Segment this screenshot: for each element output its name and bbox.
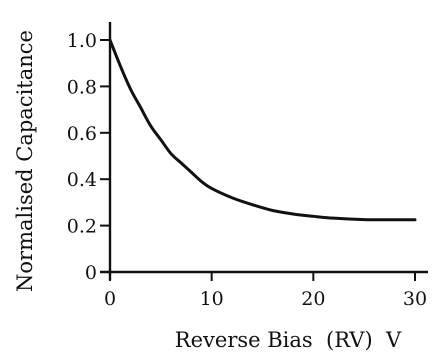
y-axis-title: Normalised Capacitance — [13, 30, 37, 292]
y-axis-ticks: 0 0.2 0.4 0.6 0.8 1.0 — [67, 30, 110, 284]
capacitance-curve — [108, 38, 417, 222]
x-tick-label: 30 — [403, 288, 427, 310]
x-tick-label: 20 — [301, 288, 325, 310]
y-tick-label: 1.0 — [67, 30, 97, 52]
x-tick-label: 0 — [104, 288, 116, 310]
y-tick-label: 0.8 — [67, 76, 97, 98]
x-axis-ticks: 0 10 20 30 — [104, 272, 427, 310]
x-axis-title: Reverse Bias (RV) V — [175, 328, 402, 352]
y-tick-label: 0 — [85, 262, 97, 284]
y-tick-label: 0.4 — [67, 169, 97, 191]
y-tick-label: 0.2 — [67, 216, 97, 238]
y-tick-label: 0.6 — [67, 123, 97, 145]
x-tick-label: 10 — [200, 288, 224, 310]
